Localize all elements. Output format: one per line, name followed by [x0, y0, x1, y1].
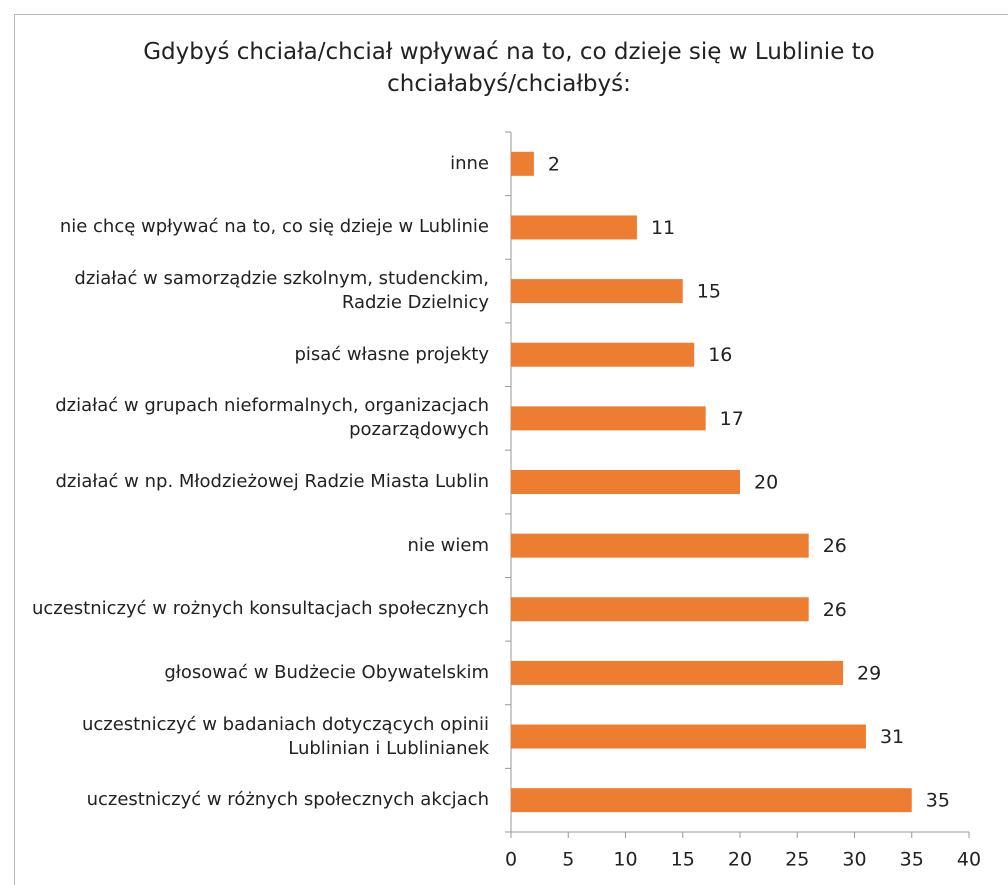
bar — [511, 788, 912, 813]
x-tick-label: 10 — [613, 849, 637, 871]
data-label: 2 — [548, 153, 560, 175]
bar — [511, 279, 683, 304]
y-tick-label: działać w samorządzie szkolnym, studenck… — [74, 268, 489, 314]
y-tick-label: działać w grupach nieformalnych, organiz… — [55, 395, 489, 441]
bar — [511, 151, 534, 176]
x-tick-label: 5 — [562, 849, 574, 871]
x-tick-label: 25 — [785, 849, 809, 871]
x-tick-label: 30 — [842, 849, 866, 871]
chart-title: Gdybyś chciała/chciał wpływać na to, co … — [143, 39, 875, 97]
bar — [511, 215, 637, 240]
y-tick-label: działać w np. Młodzieżowej Radzie Miasta… — [55, 471, 490, 492]
x-tick-label: 35 — [900, 849, 924, 871]
y-tick-label: nie wiem — [407, 534, 489, 556]
bar — [511, 724, 866, 749]
data-label: 15 — [697, 281, 721, 303]
x-tick-label: 20 — [728, 849, 752, 871]
bar — [511, 597, 809, 622]
data-label: 26 — [823, 599, 847, 621]
y-tick-label: pisać własne projekty — [294, 343, 489, 365]
y-tick-label: uczestniczyć w rożnych konsultacjach spo… — [31, 598, 489, 620]
chart-border — [14, 14, 1008, 885]
bar — [511, 660, 844, 685]
y-tick-label: nie chcę wpływać na to, co się dzieje w … — [59, 216, 489, 238]
data-label: 29 — [857, 662, 881, 684]
data-label: 26 — [823, 535, 847, 557]
data-label: 35 — [926, 790, 950, 812]
y-tick-label: uczestniczyć w różnych społecznych akcja… — [86, 789, 489, 811]
data-label: 11 — [651, 217, 675, 239]
y-tick-label: inne — [450, 152, 489, 174]
x-tick-label: 40 — [957, 849, 981, 871]
x-tick-label: 0 — [505, 849, 517, 871]
bar — [511, 342, 695, 367]
bar — [511, 470, 740, 494]
y-tick-label: głosować w Budżecie Obywatelskim — [164, 661, 489, 683]
data-label: 16 — [708, 344, 732, 366]
y-tick-label: uczestniczyć w badaniach dotyczących opi… — [81, 713, 489, 759]
bar — [511, 533, 809, 558]
data-label: 17 — [720, 408, 744, 430]
data-label: 31 — [880, 726, 904, 748]
data-label: 20 — [754, 472, 778, 494]
bar — [511, 406, 706, 431]
x-tick-label: 15 — [671, 849, 695, 871]
